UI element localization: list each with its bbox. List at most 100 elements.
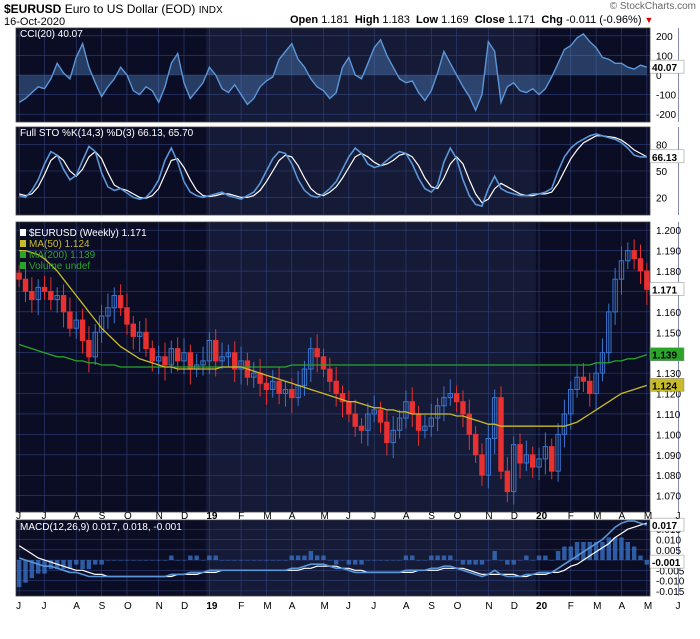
candle-body: [22, 278, 29, 292]
candle-body: [504, 470, 511, 493]
macd-hist-bar: [16, 560, 22, 588]
x-tick-label: A: [73, 511, 80, 522]
macd-hist-bar: [99, 560, 104, 565]
macd-hist-bar: [587, 541, 592, 561]
macd-hist-bar: [346, 560, 352, 565]
x-tick-label: S: [99, 601, 106, 612]
symbol: $EURUSD: [4, 2, 62, 16]
candle-body: [377, 409, 384, 423]
candle-body: [384, 421, 390, 444]
macd-hist-bar: [498, 560, 504, 561]
y-tick-label: 1.190: [656, 247, 681, 258]
macd-hist-bar: [169, 555, 174, 561]
chart-header: $EURUSD Euro to US Dollar (EOD) INDX: [4, 2, 223, 16]
candle-body: [549, 446, 555, 472]
x-tick-label: A: [618, 601, 625, 612]
cci-title: CCI(20) 40.07: [20, 29, 83, 40]
x-tick-label: D: [511, 601, 518, 612]
candle-body: [98, 315, 105, 333]
macd-hist-bar: [403, 555, 409, 561]
macd-hist-bar: [555, 551, 561, 561]
candle-body: [206, 339, 213, 362]
candle-body: [612, 278, 618, 313]
macd-hist-bar: [530, 560, 535, 561]
macd-hist-bar: [226, 560, 231, 561]
macd-hist-bar: [29, 560, 35, 579]
macd-hist-bar: [188, 555, 193, 561]
macd-hist-bar: [194, 555, 199, 561]
x-tick-label: N: [156, 601, 163, 612]
price-legend-entry: $EURUSD (Weekly) 1.171: [29, 228, 147, 239]
chg-label: Chg: [541, 14, 563, 26]
macd-hist-last-value-bg: [649, 554, 685, 569]
candle-body: [460, 401, 466, 415]
x-tick-label: 19: [206, 511, 218, 522]
macd-hist-bar: [517, 560, 523, 561]
candle-body: [403, 401, 409, 419]
x-tick-label: O: [454, 601, 462, 612]
y-tick-label: 1.200: [656, 226, 681, 237]
candle-body: [536, 458, 542, 468]
x-tick-label: D: [181, 511, 188, 522]
sto-d-line: [19, 135, 648, 204]
x-axis-area: [0, 596, 700, 639]
macd-hist-bar: [606, 537, 612, 561]
ohlc-summary: Open 1.181 High 1.183 Low 1.169 Close 1.…: [290, 14, 653, 26]
candle-body: [428, 417, 434, 427]
macd-hist-bar: [378, 560, 383, 561]
candle-body: [422, 425, 428, 431]
macd-hist-bar: [283, 560, 288, 561]
candle-body: [48, 290, 54, 301]
macd-hist-bar: [289, 555, 295, 561]
x-tick-label: 20: [536, 511, 548, 522]
macd-hist-bar: [295, 555, 301, 561]
candle-body: [542, 446, 549, 460]
macd-hist-bar: [67, 560, 73, 570]
macd-hist-bar: [245, 560, 250, 561]
panel-border: [15, 126, 651, 216]
ma200-last-value: 1.139: [652, 351, 677, 362]
macd-hist-bar: [321, 555, 326, 561]
macd-hist-bar: [124, 560, 130, 561]
macd-hist-bar: [340, 560, 345, 561]
y-tick-label: 0: [656, 71, 662, 82]
candle-body: [409, 401, 415, 415]
macd-hist-bar: [213, 555, 218, 561]
candle-body: [371, 409, 377, 415]
candle-body: [365, 413, 371, 431]
candle-body: [232, 352, 238, 370]
macd-hist-bar: [162, 560, 168, 561]
candle-body: [352, 413, 358, 427]
macd-hist-bar: [48, 560, 54, 570]
x-tick-label: J: [16, 511, 21, 522]
x-tick-label: 20: [536, 601, 548, 612]
y-tick-label: 1.180: [656, 267, 681, 278]
high-value: 1.183: [382, 14, 410, 26]
macd-hist-bar: [384, 560, 390, 561]
candle-body: [593, 372, 599, 395]
candle-body: [517, 444, 523, 464]
ma50-last-value-bg: [649, 378, 685, 392]
macd-hist-bar: [568, 546, 573, 561]
candle-body: [523, 454, 530, 464]
macd-hist-bar: [473, 560, 478, 565]
candle-body: [485, 437, 492, 476]
x-tick-label: M: [593, 511, 601, 522]
macd-hist-bar: [333, 560, 339, 565]
low-value: 1.169: [441, 14, 469, 26]
macd-hist-bar: [543, 555, 548, 561]
ma200-last-value-bg: [649, 347, 685, 361]
candle-body: [212, 339, 219, 362]
macd-hist-bar: [574, 541, 580, 561]
macd-hist-bar: [422, 560, 428, 561]
macd-hist-bar: [467, 560, 472, 565]
macd-hist-bar: [619, 537, 624, 561]
x-tick-label: J: [16, 601, 21, 612]
candle-body: [339, 393, 346, 403]
candle-body: [358, 425, 365, 431]
legend-swatch: [20, 251, 26, 258]
candle-body: [73, 319, 79, 329]
panel-border: [15, 221, 651, 513]
macd-hist-bar: [175, 560, 180, 561]
